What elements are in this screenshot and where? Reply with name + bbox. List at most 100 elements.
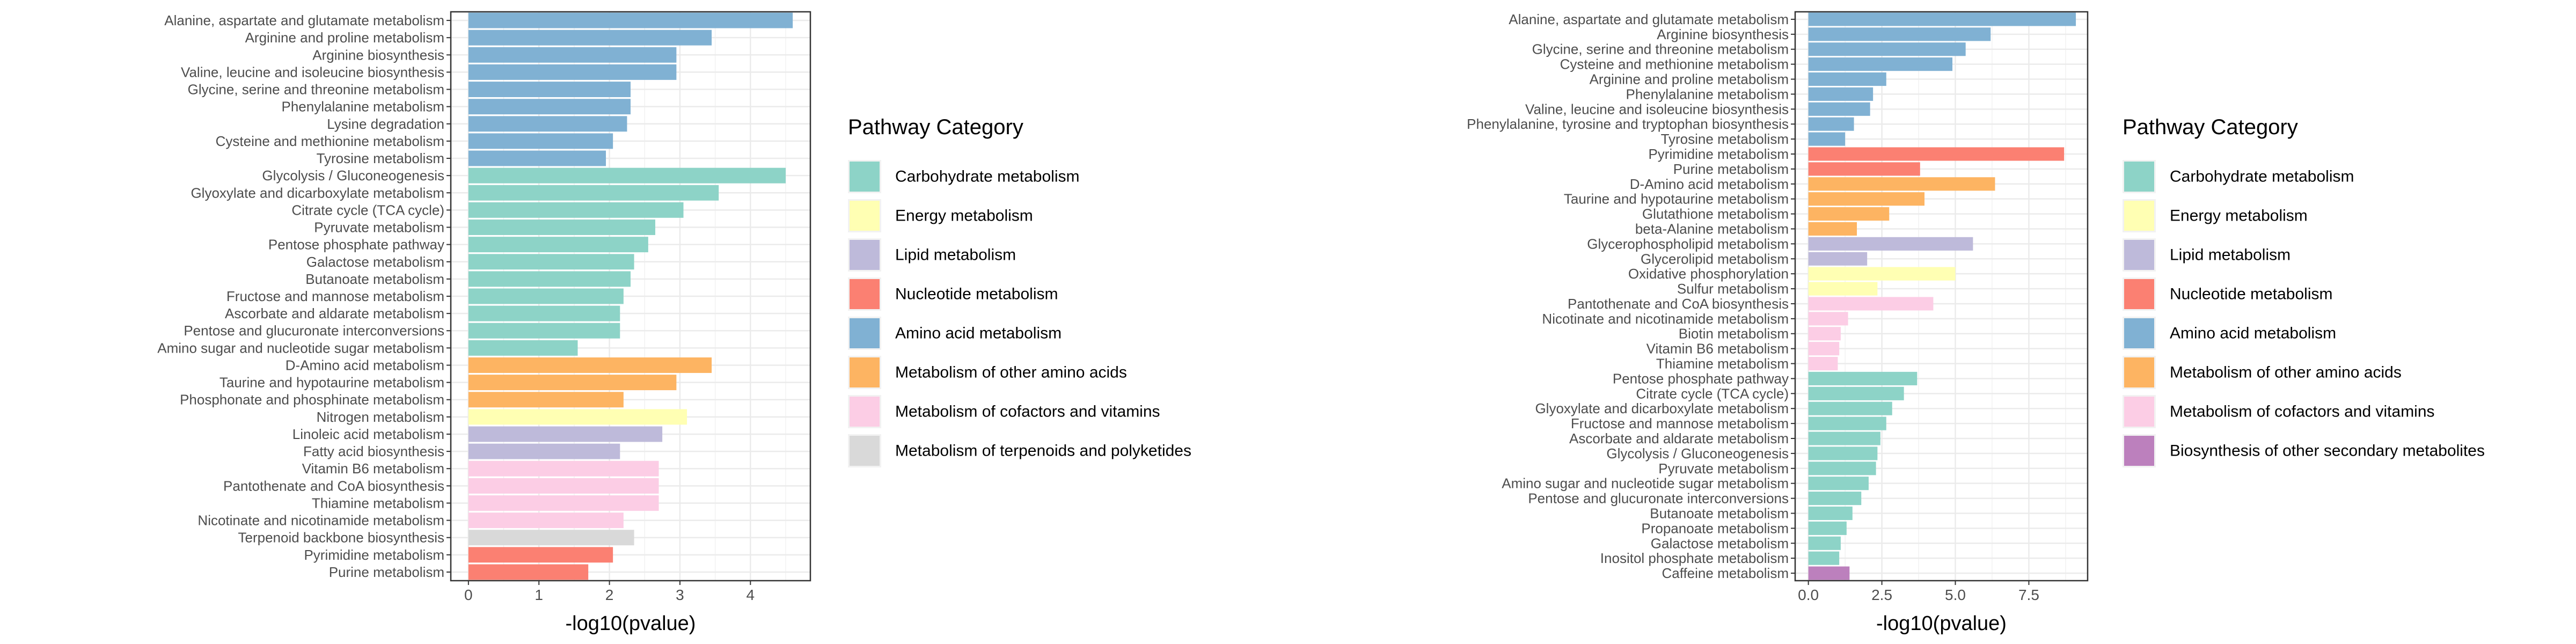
y-tick-label: Linoleic acid metabolism [292, 426, 444, 442]
y-tick-label: Pantothenate and CoA biosynthesis [223, 478, 444, 494]
y-tick-label: Valine, leucine and isoleucine biosynthe… [181, 64, 444, 80]
y-tick-label: Pentose phosphate pathway [268, 237, 444, 253]
bar [468, 237, 648, 253]
legend-swatch [2124, 240, 2154, 270]
bar [1808, 12, 2076, 26]
bar [468, 357, 712, 373]
legend-swatch [850, 201, 880, 231]
bar [1808, 371, 1918, 385]
bar [1808, 327, 1841, 341]
legend-swatch [2124, 279, 2154, 309]
bar [468, 12, 793, 28]
y-tick-label: Biotin metabolism [1679, 326, 1789, 342]
y-tick-label: Valine, leucine and isoleucine biosynthe… [1525, 101, 1789, 117]
legend-label: Metabolism of cofactors and vitamins [2170, 403, 2435, 421]
x-tick-label: 3 [676, 587, 684, 603]
x-tick-label: 4 [747, 587, 755, 603]
bar [468, 82, 631, 97]
x-tick-label: 5.0 [1945, 587, 1966, 603]
bar [1808, 162, 1920, 176]
bar [1808, 356, 1838, 371]
y-tick-label: Inositol phosphate metabolism [1600, 550, 1789, 566]
y-tick-label: Cysteine and methionine metabolism [1560, 56, 1789, 72]
y-tick-label: Pantothenate and CoA biosynthesis [1568, 296, 1789, 312]
legend-label: Nucleotide metabolism [895, 286, 1058, 303]
y-tick-label: Taurine and hypotaurine metabolism [219, 375, 444, 391]
y-tick-label: Ascorbate and aldarate metabolism [225, 305, 444, 321]
bar [1808, 416, 1886, 430]
bar [1808, 477, 1869, 491]
bar [468, 426, 663, 442]
y-tick-label: Galactose metabolism [306, 254, 444, 270]
y-tick-label: Glutathione metabolism [1642, 206, 1789, 222]
y-tick-label: Glyoxylate and dicarboxylate metabolism [1535, 400, 1789, 416]
legend-label: Amino acid metabolism [2170, 325, 2336, 342]
y-tick-label: Alanine, aspartate and glutamate metabol… [1509, 11, 1789, 27]
legend-swatch [2124, 318, 2154, 348]
legend-title: Pathway Category [848, 115, 1023, 139]
bar [468, 564, 589, 580]
y-tick-label: Tyrosine metabolism [1661, 131, 1789, 147]
legend-label: Metabolism of other amino acids [2170, 364, 2402, 382]
bar [468, 219, 655, 235]
bar [468, 460, 659, 477]
legend: Pathway Category Carbohydrate metabolism E… [848, 115, 1191, 467]
bar [468, 375, 677, 391]
bar [468, 185, 719, 201]
x-tick-label: 0.0 [1798, 587, 1819, 603]
y-tick-label: Oxidative phosphorylation [1628, 266, 1789, 282]
x-tick-label: 7.5 [2018, 587, 2039, 603]
y-tick-label: Galactose metabolism [1651, 535, 1789, 551]
y-tick-label: Amino sugar and nucleotide sugar metabol… [1502, 475, 1789, 492]
bar [468, 495, 659, 511]
legend-swatch [2124, 436, 2154, 466]
bar [468, 47, 677, 63]
y-tick-label: Glyoxylate and dicarboxylate metabolism [191, 185, 444, 201]
y-tick-label: Pyruvate metabolism [1658, 460, 1789, 477]
bar [1808, 431, 1880, 445]
legend-swatch [2124, 201, 2154, 231]
bar [468, 116, 627, 132]
bar [1808, 447, 1878, 460]
y-tick-label: Citrate cycle (TCA cycle) [291, 202, 444, 218]
legend: Pathway Category Carbohydrate metabolism E… [2123, 115, 2485, 467]
x-axis-title: -log10(pvalue) [566, 612, 696, 635]
legend-swatch [850, 318, 880, 348]
y-tick-label: Glycolysis / Gluconeogenesis [262, 167, 444, 184]
bar [1808, 57, 1953, 71]
bar [1808, 87, 1874, 101]
y-tick-label: Cysteine and methionine metabolism [216, 133, 444, 149]
bar [468, 305, 620, 321]
y-tick-label: Pentose phosphate pathway [1613, 370, 1789, 386]
bar [468, 392, 624, 408]
bar [1808, 207, 1890, 221]
bar [468, 478, 659, 494]
bar [1808, 282, 1878, 296]
y-tick-label: Nicotinate and nicotinamide metabolism [197, 513, 444, 529]
bar [1808, 566, 1850, 580]
y-tick-label: Purine metabolism [1673, 161, 1789, 177]
y-tick-label: Thiamine metabolism [1656, 356, 1789, 372]
bar [1808, 252, 1868, 266]
bar [468, 530, 634, 546]
y-tick-label: Nitrogen metabolism [317, 409, 444, 425]
bar [1808, 192, 1925, 206]
y-tick-label: Glycine, serine and threonine metabolism [1532, 41, 1789, 57]
y-tick-label: Arginine and proline metabolism [245, 30, 444, 46]
legend-label: Carbohydrate metabolism [2170, 168, 2354, 186]
bar [468, 323, 620, 339]
y-tick-label: Taurine and hypotaurine metabolism [1564, 191, 1789, 207]
bar [1808, 506, 1853, 521]
x-tick-label: 0 [464, 587, 473, 603]
y-tick-label: Vitamin B6 metabolism [1646, 341, 1789, 357]
legend-swatch [850, 357, 880, 387]
bar [1808, 102, 1870, 116]
bar [468, 202, 684, 218]
legend-label: Carbohydrate metabolism [895, 168, 1080, 186]
y-tick-label: Fructose and mannose metabolism [1571, 415, 1789, 431]
y-tick-label: Ascorbate and aldarate metabolism [1569, 430, 1789, 447]
bar [468, 409, 687, 425]
bar [468, 64, 677, 80]
bar [1808, 401, 1892, 415]
